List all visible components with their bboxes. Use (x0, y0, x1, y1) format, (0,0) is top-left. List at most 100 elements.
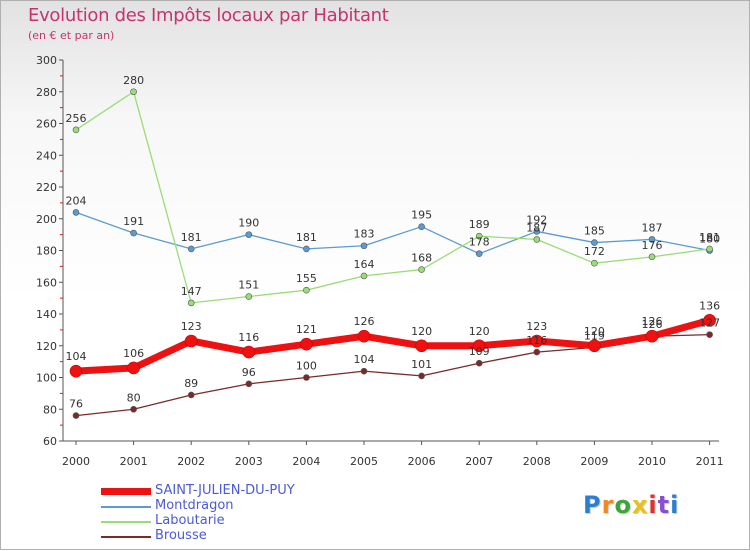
data-label: 123 (181, 320, 202, 333)
data-point (69, 364, 83, 378)
data-label: 195 (411, 209, 432, 222)
data-point (72, 412, 80, 419)
data-label: 181 (181, 231, 202, 244)
proxiti-logo: Proxiti (583, 491, 679, 519)
data-label: 109 (469, 345, 490, 358)
data-point (360, 272, 368, 280)
logo-letter: i (670, 491, 680, 519)
data-label: 187 (526, 221, 547, 234)
data-point (418, 266, 425, 273)
data-label: 104 (66, 350, 87, 363)
legend-label: SAINT-JULIEN-DU-PUY (155, 483, 295, 498)
data-label: 190 (238, 217, 259, 230)
data-point (706, 245, 713, 253)
data-point (245, 380, 253, 388)
y-tick-label: 260 (36, 118, 57, 131)
data-label: 176 (642, 239, 663, 252)
data-label: 104 (354, 353, 375, 366)
x-tick-label: 2011 (696, 455, 724, 468)
chart-title: Evolution des Impôts locaux par Habitant (28, 5, 389, 26)
y-tick-label: 120 (36, 340, 57, 353)
x-tick-label: 2003 (235, 455, 263, 468)
data-point (187, 245, 195, 253)
x-tick-label: 2009 (580, 455, 608, 468)
data-label: 172 (584, 245, 605, 258)
legend-label: Brousse (155, 528, 207, 543)
logo-letter: o (614, 491, 632, 519)
data-label: 120 (411, 325, 432, 338)
y-tick-label: 140 (36, 308, 57, 321)
data-label: 126 (354, 315, 375, 328)
data-label: 189 (469, 218, 490, 231)
y-tick-label: 100 (36, 372, 57, 385)
x-tick-label: 2002 (177, 455, 205, 468)
data-label: 126 (642, 315, 663, 328)
legend-swatch (101, 488, 151, 495)
x-tick-label: 2001 (120, 455, 148, 468)
data-label: 168 (411, 252, 432, 265)
chart-subtitle: (en € et par an) (28, 29, 115, 42)
data-point (530, 334, 544, 348)
logo-letter: P (583, 491, 602, 519)
data-label: 116 (238, 331, 259, 344)
data-point (706, 331, 713, 338)
data-point (475, 250, 483, 257)
data-point (130, 229, 137, 237)
data-point (533, 228, 541, 235)
legend-swatch (101, 536, 151, 538)
data-point (418, 372, 425, 380)
data-point (72, 209, 80, 216)
x-tick-label: 2008 (523, 455, 551, 468)
data-label: 155 (296, 272, 317, 285)
y-tick-label: 160 (36, 276, 57, 289)
data-label: 191 (123, 215, 144, 228)
data-point (72, 126, 80, 134)
data-point (245, 231, 253, 238)
data-label: 164 (354, 258, 375, 271)
data-point (472, 339, 486, 353)
data-point (475, 232, 483, 240)
y-tick-label: 220 (36, 181, 57, 194)
data-label: 180 (699, 233, 720, 246)
data-point (187, 391, 195, 399)
data-label: 185 (584, 225, 605, 238)
legend-label: Montdragon (155, 498, 234, 513)
data-point (242, 345, 256, 359)
x-tick-label: 2000 (62, 455, 90, 468)
axes: 60 80 100 120 140 160 180 200 220 240 260 280 300 200… (36, 54, 724, 468)
legend-swatch (101, 521, 151, 523)
data-point (415, 339, 428, 353)
data-label: 151 (238, 279, 259, 292)
data-label: 183 (354, 228, 375, 241)
data-label: 106 (123, 347, 144, 360)
data-point (303, 245, 310, 253)
data-point (357, 329, 371, 343)
data-label: 119 (584, 329, 605, 342)
logo-letter: i (648, 491, 658, 519)
y-tick-label: 180 (36, 245, 57, 258)
data-label: 192 (526, 213, 547, 226)
data-label: 80 (127, 391, 141, 404)
data-label: 96 (242, 366, 256, 379)
series-line-2 (75, 91, 710, 304)
x-tick-label: 2005 (350, 455, 378, 468)
data-label: 100 (296, 360, 317, 373)
logo-letter: t (657, 491, 671, 519)
data-point (591, 239, 598, 246)
data-label: 76 (69, 398, 83, 411)
logo-letter: r (601, 491, 615, 519)
data-point (303, 374, 310, 381)
data-point (127, 361, 140, 375)
logo-letter: x (631, 491, 649, 519)
data-point (303, 286, 310, 294)
data-point (533, 348, 541, 356)
data-label: 178 (469, 236, 490, 249)
x-tick-label: 2006 (408, 455, 436, 468)
data-label: 116 (526, 334, 547, 347)
series-points (69, 88, 716, 419)
data-point (300, 337, 313, 351)
data-label: 121 (296, 323, 317, 336)
data-label: 147 (181, 285, 202, 298)
